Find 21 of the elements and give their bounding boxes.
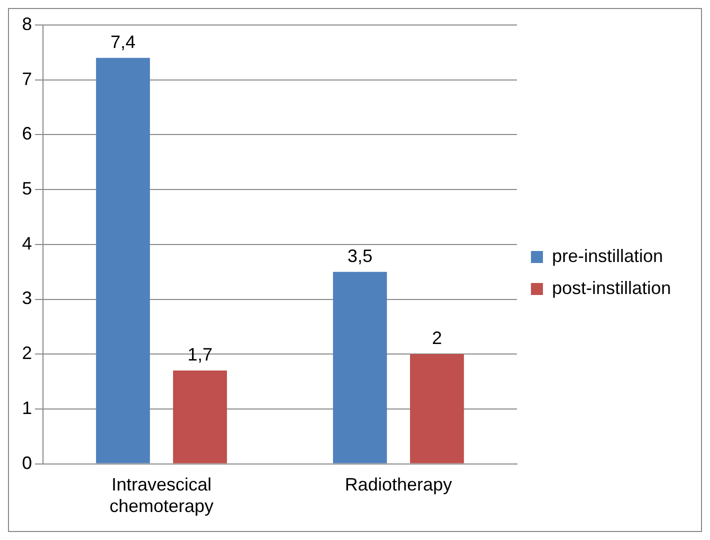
y-tick-label: 5 — [22, 178, 32, 199]
y-tick-label: 7 — [22, 68, 32, 89]
y-tick-label: 4 — [22, 233, 32, 254]
data-label: 2 — [432, 328, 442, 348]
y-tick-label: 2 — [22, 343, 32, 364]
bar — [410, 354, 464, 464]
legend-label: post-instillation — [552, 278, 672, 298]
y-tick-label: 1 — [22, 398, 32, 418]
y-tick-label: 8 — [22, 14, 32, 34]
bar — [96, 58, 150, 464]
data-label: 3,5 — [347, 246, 372, 266]
legend-label: pre-instillation — [552, 246, 664, 266]
data-label: 7,4 — [110, 32, 136, 52]
bar — [333, 272, 387, 464]
x-tick-label: Intravescical chemoterapy — [109, 474, 214, 516]
y-tick-label: 3 — [22, 288, 32, 308]
y-tick-label: 6 — [22, 124, 32, 144]
y-tick-label: 0 — [22, 452, 32, 473]
x-tick-label: Radiotherapy — [344, 474, 452, 495]
bar — [173, 370, 227, 464]
data-label: 1,7 — [187, 344, 213, 365]
